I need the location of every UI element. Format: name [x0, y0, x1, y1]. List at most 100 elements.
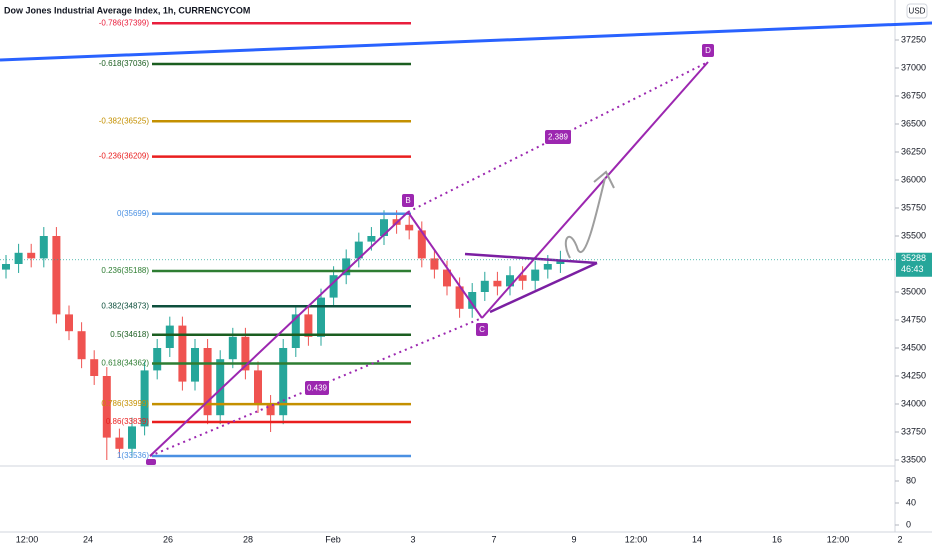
point-label: B	[405, 196, 410, 205]
ratio-box	[545, 130, 571, 144]
fib-label: 1(33536)	[117, 451, 149, 460]
candle-body	[279, 348, 288, 416]
candle-body	[2, 264, 10, 270]
x-tick-label: 7	[491, 534, 496, 544]
candle-body	[543, 264, 552, 270]
x-tick-label: 12:00	[625, 534, 648, 544]
arrow-head	[593, 170, 615, 189]
candle-body	[128, 426, 136, 449]
candle-body	[531, 269, 540, 281]
y-tick-label: 36500	[901, 118, 926, 128]
y-tick-label: 34250	[901, 370, 926, 380]
x-tick-label: 9	[571, 534, 576, 544]
x-tick-label: 16	[772, 534, 782, 544]
candle-body	[417, 230, 426, 259]
point-label: D	[705, 46, 711, 55]
fib-label: 0.618(34362)	[101, 359, 149, 368]
y2-tick-label: 80	[906, 475, 916, 485]
x-tick-label: 26	[163, 534, 173, 544]
candle-body	[77, 331, 86, 360]
candle-body	[191, 348, 199, 382]
candle-body	[228, 336, 237, 360]
candle-body	[443, 269, 451, 287]
y-tick-label: 33750	[901, 426, 926, 436]
candle-body	[241, 336, 250, 371]
fib-label: -0.786(37399)	[99, 18, 150, 27]
candle-body	[367, 236, 376, 242]
point-box	[476, 323, 488, 336]
x-tick-label: 2	[897, 534, 902, 544]
candle-body	[178, 325, 187, 382]
ratio-box	[305, 381, 329, 395]
candle-body	[354, 241, 363, 259]
candle-body	[254, 370, 262, 404]
candle-body	[468, 292, 477, 309]
y-tick-label: 37250	[901, 34, 926, 44]
y-tick-label: 34000	[901, 398, 926, 408]
candles	[2, 210, 565, 460]
candle-body	[405, 224, 414, 231]
fib-label: 0.786(33999)	[101, 399, 149, 408]
candle-body	[380, 219, 388, 236]
y-tick-label: 36000	[901, 174, 926, 184]
candle-body	[65, 314, 73, 332]
candle-body	[329, 275, 338, 298]
candle-body	[165, 325, 174, 348]
candle-body	[506, 275, 514, 287]
candle-body	[216, 359, 225, 416]
trend-line	[0, 21, 932, 62]
last-price-badge	[896, 252, 932, 277]
last-price-label: 35288	[901, 253, 926, 263]
y-tick-label: 35000	[901, 286, 926, 296]
candle-body	[266, 404, 275, 416]
candle-body	[52, 236, 61, 315]
triangle-line	[464, 252, 598, 265]
candle-body	[342, 258, 351, 276]
candle-body	[291, 314, 300, 348]
xabcd-leg	[481, 61, 709, 319]
x-tick-label: 28	[243, 534, 253, 544]
y2-tick-label: 40	[906, 497, 916, 507]
candle-body	[90, 359, 99, 376]
axes: 33500 33750 34000 34250 34500 34750 35000 35500…	[0, 34, 932, 544]
candle-body	[39, 236, 48, 259]
xabcd-leg	[149, 211, 409, 457]
candle-body	[317, 297, 325, 337]
candle-body	[556, 259, 565, 264]
candle-body	[304, 314, 313, 337]
y-tick-label: 34750	[901, 314, 926, 324]
x-tick-label: Feb	[325, 534, 341, 544]
x-tick-label: 12:00	[827, 534, 850, 544]
candle-body	[518, 275, 527, 281]
candle-body	[455, 286, 464, 309]
point-label: C	[479, 325, 485, 334]
candle-body	[115, 437, 124, 449]
fib-label: 0.5(34618)	[110, 330, 149, 339]
fib-label: -0.236(36209)	[99, 152, 150, 161]
point-box	[402, 194, 414, 207]
fib-label: -0.382(36525)	[99, 116, 150, 125]
fib-label: 0.236(35188)	[101, 266, 149, 275]
candle-body	[430, 258, 439, 270]
y-tick-label: 37000	[901, 62, 926, 72]
xabcd-leg	[407, 211, 483, 319]
x-tick-label: 14	[692, 534, 702, 544]
candle-body	[203, 348, 212, 416]
chart-title: Dow Jones Industrial Average Index, 1h, …	[4, 5, 250, 15]
projection-arrow	[564, 177, 606, 259]
candle-body	[480, 280, 489, 292]
fib-label: 0(35699)	[117, 209, 149, 218]
point-box	[146, 459, 156, 465]
y-tick-label: 36750	[901, 90, 926, 100]
triangle-line	[489, 261, 598, 314]
ratio-label: 0.439	[307, 384, 328, 393]
countdown-label: 46:43	[901, 264, 924, 274]
point-box	[702, 44, 714, 57]
y-tick-label: 35750	[901, 202, 926, 212]
x-tick-label: 24	[83, 534, 93, 544]
ratio-label: 2.389	[548, 133, 569, 142]
fib-label: 0.86(33839)	[106, 417, 149, 426]
fib-label: 0.382(34873)	[101, 301, 149, 310]
